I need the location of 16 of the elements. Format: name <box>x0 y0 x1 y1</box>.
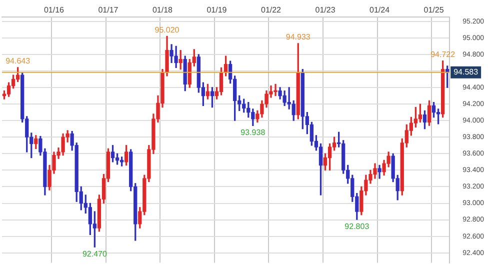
x-tick-label: 01/22 <box>260 6 282 15</box>
x-tick-label: 01/25 <box>424 6 444 15</box>
x-tick-label: 01/17 <box>98 6 119 15</box>
x-tick-label: 01/18 <box>152 6 174 15</box>
annotation: 94.933 <box>286 32 311 42</box>
annotation: 92.470 <box>82 249 108 258</box>
x-tick-label: 01/16 <box>44 6 65 15</box>
annotation: 95.020 <box>154 25 180 34</box>
x-tick-label: 01/19 <box>206 6 228 15</box>
annotation: 93.938 <box>240 128 266 137</box>
annotation: 92.803 <box>344 222 370 231</box>
annotation: 94.643 <box>6 56 31 66</box>
x-tick-label: 01/23 <box>315 6 336 15</box>
x-tick-label: 01/24 <box>369 6 390 15</box>
annotation: 94.722 <box>430 50 456 60</box>
ref-line-label: 94.583 <box>454 68 479 77</box>
